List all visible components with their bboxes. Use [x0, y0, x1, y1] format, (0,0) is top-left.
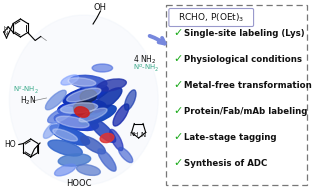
Ellipse shape — [97, 79, 126, 91]
Text: Physiological conditions: Physiological conditions — [184, 54, 302, 64]
Ellipse shape — [81, 136, 106, 154]
Ellipse shape — [48, 140, 82, 156]
Text: RCHO, P(OEt)$_3$: RCHO, P(OEt)$_3$ — [178, 11, 244, 24]
Text: NH: NH — [129, 132, 139, 138]
Text: N$^\varepsilon$-NH$_2$: N$^\varepsilon$-NH$_2$ — [13, 84, 39, 96]
Text: H$_2$N: H$_2$N — [20, 95, 37, 107]
Text: HO: HO — [4, 140, 16, 149]
Ellipse shape — [77, 165, 100, 175]
Ellipse shape — [125, 90, 136, 110]
Text: ✓: ✓ — [173, 54, 182, 64]
Text: 4 NH$_2$: 4 NH$_2$ — [133, 54, 157, 66]
Ellipse shape — [63, 85, 108, 105]
Ellipse shape — [58, 154, 91, 166]
Ellipse shape — [48, 107, 73, 123]
Text: Protein/Fab/mAb labeling: Protein/Fab/mAb labeling — [184, 106, 308, 115]
Ellipse shape — [113, 104, 129, 126]
Ellipse shape — [53, 129, 78, 141]
Ellipse shape — [75, 107, 89, 117]
Ellipse shape — [110, 129, 123, 151]
Ellipse shape — [79, 108, 107, 122]
Text: HOOC: HOOC — [66, 178, 92, 187]
Ellipse shape — [56, 116, 89, 128]
Text: H
N: H N — [4, 26, 8, 36]
Text: Metal-free transformation: Metal-free transformation — [184, 81, 312, 90]
Text: Single-site labeling (Lys): Single-site labeling (Lys) — [184, 29, 305, 37]
Ellipse shape — [55, 164, 76, 176]
FancyBboxPatch shape — [169, 9, 253, 26]
Ellipse shape — [43, 122, 59, 138]
Text: ✓: ✓ — [173, 106, 182, 116]
Ellipse shape — [98, 149, 116, 171]
Text: Synthesis of ADC: Synthesis of ADC — [184, 159, 267, 167]
Text: ✓: ✓ — [173, 80, 182, 90]
Ellipse shape — [61, 75, 79, 85]
FancyBboxPatch shape — [166, 5, 307, 185]
Ellipse shape — [9, 15, 158, 185]
Text: N: N — [141, 132, 146, 138]
Text: ✓: ✓ — [173, 28, 182, 38]
Text: Late-stage tagging: Late-stage tagging — [184, 132, 277, 142]
Ellipse shape — [45, 90, 66, 110]
Ellipse shape — [92, 64, 113, 72]
Ellipse shape — [67, 88, 101, 102]
Text: ✓: ✓ — [173, 158, 182, 168]
Ellipse shape — [50, 125, 90, 145]
Ellipse shape — [54, 114, 98, 130]
Ellipse shape — [58, 100, 106, 116]
Ellipse shape — [92, 88, 122, 112]
Ellipse shape — [68, 78, 96, 86]
Text: ✓: ✓ — [173, 132, 182, 142]
Ellipse shape — [100, 133, 114, 143]
Ellipse shape — [74, 101, 94, 115]
Text: N$^\alpha$-NH$_2$: N$^\alpha$-NH$_2$ — [133, 62, 159, 74]
Ellipse shape — [89, 118, 116, 143]
Ellipse shape — [61, 103, 98, 113]
Text: OH: OH — [94, 4, 107, 12]
Ellipse shape — [80, 90, 97, 102]
Ellipse shape — [70, 75, 107, 89]
Ellipse shape — [119, 147, 133, 163]
Ellipse shape — [79, 105, 116, 125]
